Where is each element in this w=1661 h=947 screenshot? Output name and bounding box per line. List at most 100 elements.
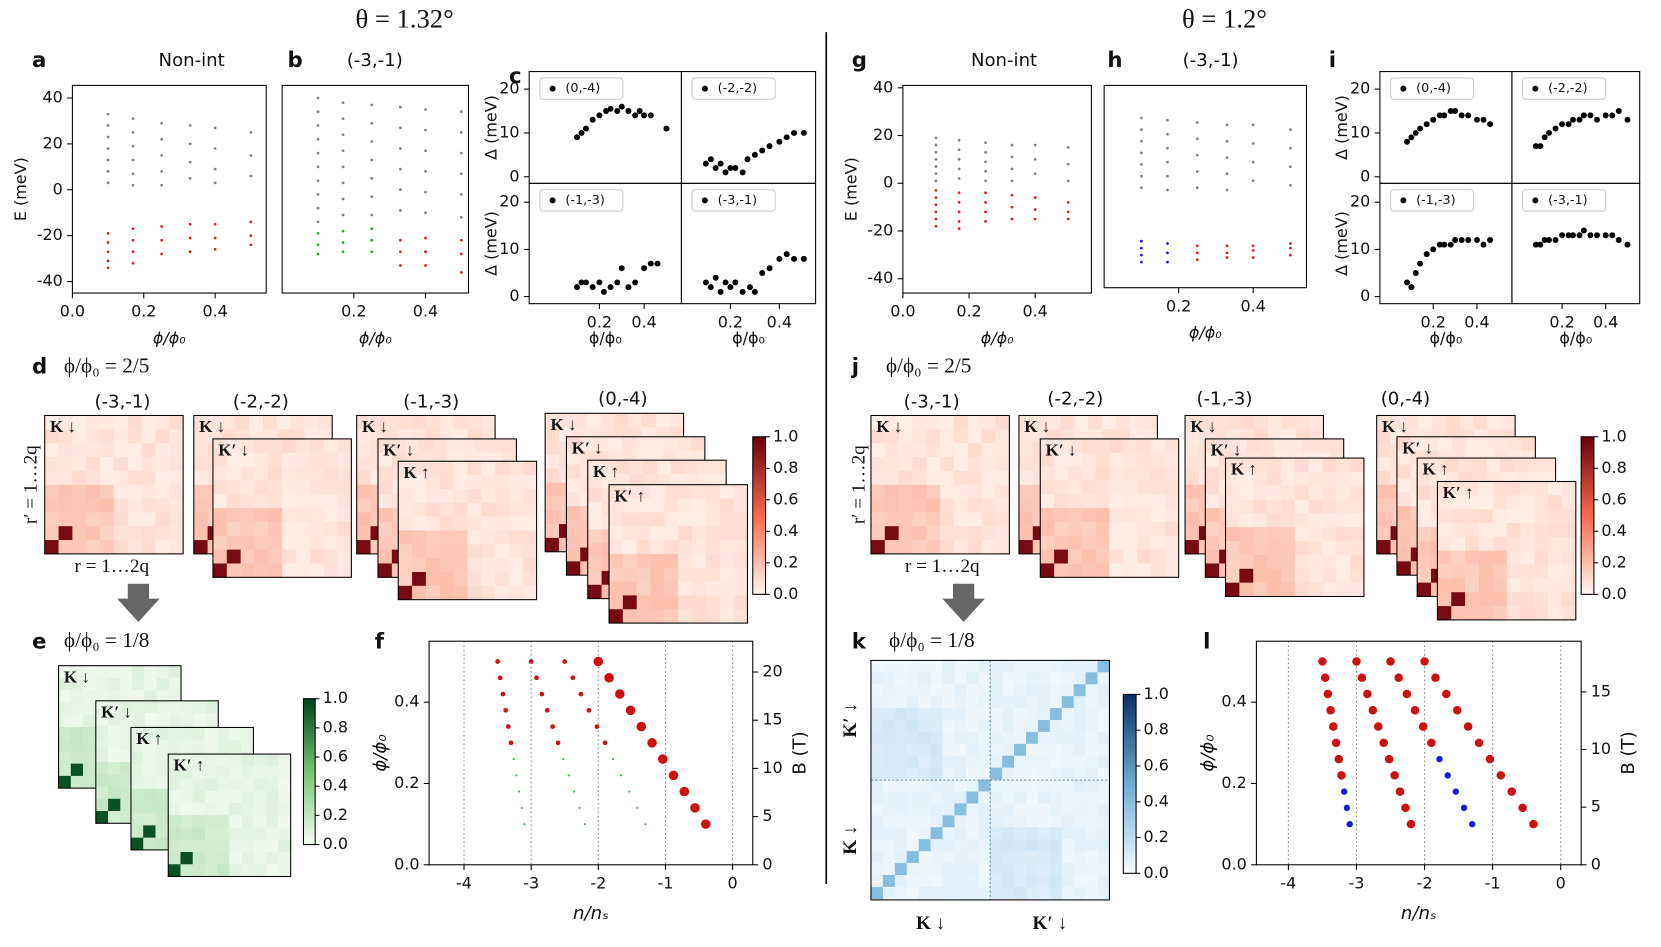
heatmap-cell <box>882 660 896 673</box>
heatmap-cell <box>906 863 919 876</box>
heatmap-cell <box>1002 791 1015 804</box>
y-tick-label: 10 <box>499 122 519 141</box>
gap-dot <box>1412 270 1419 276</box>
heatmap-cell <box>954 791 967 804</box>
heatmap-cell <box>1040 438 1055 454</box>
heatmap-cell <box>918 719 931 733</box>
heatmap-cell <box>882 779 896 792</box>
level-dot <box>459 172 463 176</box>
heatmap-cell <box>978 875 991 888</box>
heatmap-cell <box>1049 755 1063 769</box>
stack-title: (0,-4) <box>598 389 647 410</box>
level-dot <box>1066 162 1070 166</box>
heatmap-cell <box>155 764 169 777</box>
heatmap-cell <box>495 502 510 517</box>
y-axis-label: Δ (meV) <box>1332 211 1351 276</box>
level-dot <box>424 264 427 267</box>
level-dot <box>1225 251 1229 255</box>
y-tick-label: 10 <box>499 239 519 258</box>
heatmap-cell <box>926 415 941 430</box>
level-dot <box>106 170 110 173</box>
level-dot <box>316 220 320 224</box>
heatmap-cell <box>522 488 537 504</box>
heatmap-cell <box>1280 568 1296 583</box>
streda-dot <box>1384 754 1394 764</box>
level-dot <box>1140 128 1143 131</box>
heatmap-cell <box>439 530 454 545</box>
heatmap-cell <box>926 429 941 444</box>
heatmap-cell <box>1061 779 1075 792</box>
heatmap-cell <box>481 571 496 587</box>
colorbar-tick-label: 0.8 <box>323 717 348 736</box>
gap-dot <box>1602 232 1609 239</box>
heatmap-cell <box>566 450 581 465</box>
level-dot <box>1195 258 1199 262</box>
heatmap-cell <box>268 563 283 578</box>
gap-dot <box>759 270 766 276</box>
heatmap-cell <box>1073 708 1086 721</box>
heatmap-cell <box>268 508 283 523</box>
y-tick-label: 40 <box>873 77 893 96</box>
heatmap-cell <box>1061 886 1075 900</box>
heatmap-cell <box>1437 606 1452 621</box>
level-dot <box>399 209 402 212</box>
streda-dot <box>1368 706 1378 715</box>
heatmap-cell <box>1123 535 1138 550</box>
heatmap-cell <box>966 672 979 685</box>
heatmap-cell <box>295 549 311 564</box>
heatmap-cell <box>155 800 169 814</box>
heatmap-cell <box>981 429 996 444</box>
heatmap-cell <box>95 774 109 787</box>
heatmap-cell <box>495 571 510 587</box>
heatmap-cell <box>266 803 279 816</box>
heatmap-cell <box>282 535 297 550</box>
y-tick-label: 0 <box>53 179 63 198</box>
heatmap-cell <box>44 456 59 472</box>
heatmap-cell <box>906 886 919 900</box>
heatmap-cell <box>391 438 406 454</box>
heatmap-cell <box>412 558 427 573</box>
layer-label: K ↓ <box>876 417 902 436</box>
heatmap-cell <box>1322 527 1337 542</box>
heatmap-cell <box>918 731 931 745</box>
heatmap-cell <box>990 660 1003 673</box>
layer-label: K′ ↑ <box>614 486 645 505</box>
level-dot <box>1033 157 1037 161</box>
gap-dot <box>1447 108 1454 114</box>
streda-dot <box>615 689 625 699</box>
heatmap-cell <box>1478 495 1494 510</box>
heatmap-cell <box>58 763 72 777</box>
x-tick-label: 0 <box>1556 873 1566 892</box>
heatmap-cell <box>180 827 194 841</box>
heatmap-cell <box>70 739 84 752</box>
x-tick-label: 0 <box>728 873 738 892</box>
heatmap-cell <box>1085 779 1098 792</box>
layer-label: K′ ↓ <box>572 438 603 457</box>
level-dot <box>370 250 374 254</box>
heatmap-cell <box>636 609 651 624</box>
gap-dot <box>1559 121 1566 128</box>
heatmap-cell <box>1067 549 1083 564</box>
heatmap-cell <box>882 803 896 816</box>
heatmap-cell <box>1018 498 1034 513</box>
gap-dot <box>712 274 719 281</box>
heatmap-cell <box>942 684 955 697</box>
heatmap-cell <box>180 803 194 816</box>
gap-dot <box>1537 241 1544 248</box>
x-tick-label: 0.4 <box>413 302 438 321</box>
heatmap-cell <box>677 436 692 451</box>
heatmap-cell <box>906 779 919 792</box>
heatmap-cell <box>664 498 679 513</box>
axes-frame <box>1103 84 1307 289</box>
heatmap-cell <box>1478 509 1494 524</box>
heatmap-cell <box>495 558 510 573</box>
heatmap-cell <box>1073 743 1086 757</box>
level-dot <box>1166 132 1169 136</box>
heatmap-cell <box>266 815 279 828</box>
level-dot <box>1066 217 1070 221</box>
heatmap-cell <box>1097 791 1110 804</box>
heatmap-cell <box>86 498 101 513</box>
heatmap-cell <box>1376 526 1391 541</box>
gap-dot <box>614 108 621 114</box>
heatmap-cell <box>1049 743 1063 757</box>
